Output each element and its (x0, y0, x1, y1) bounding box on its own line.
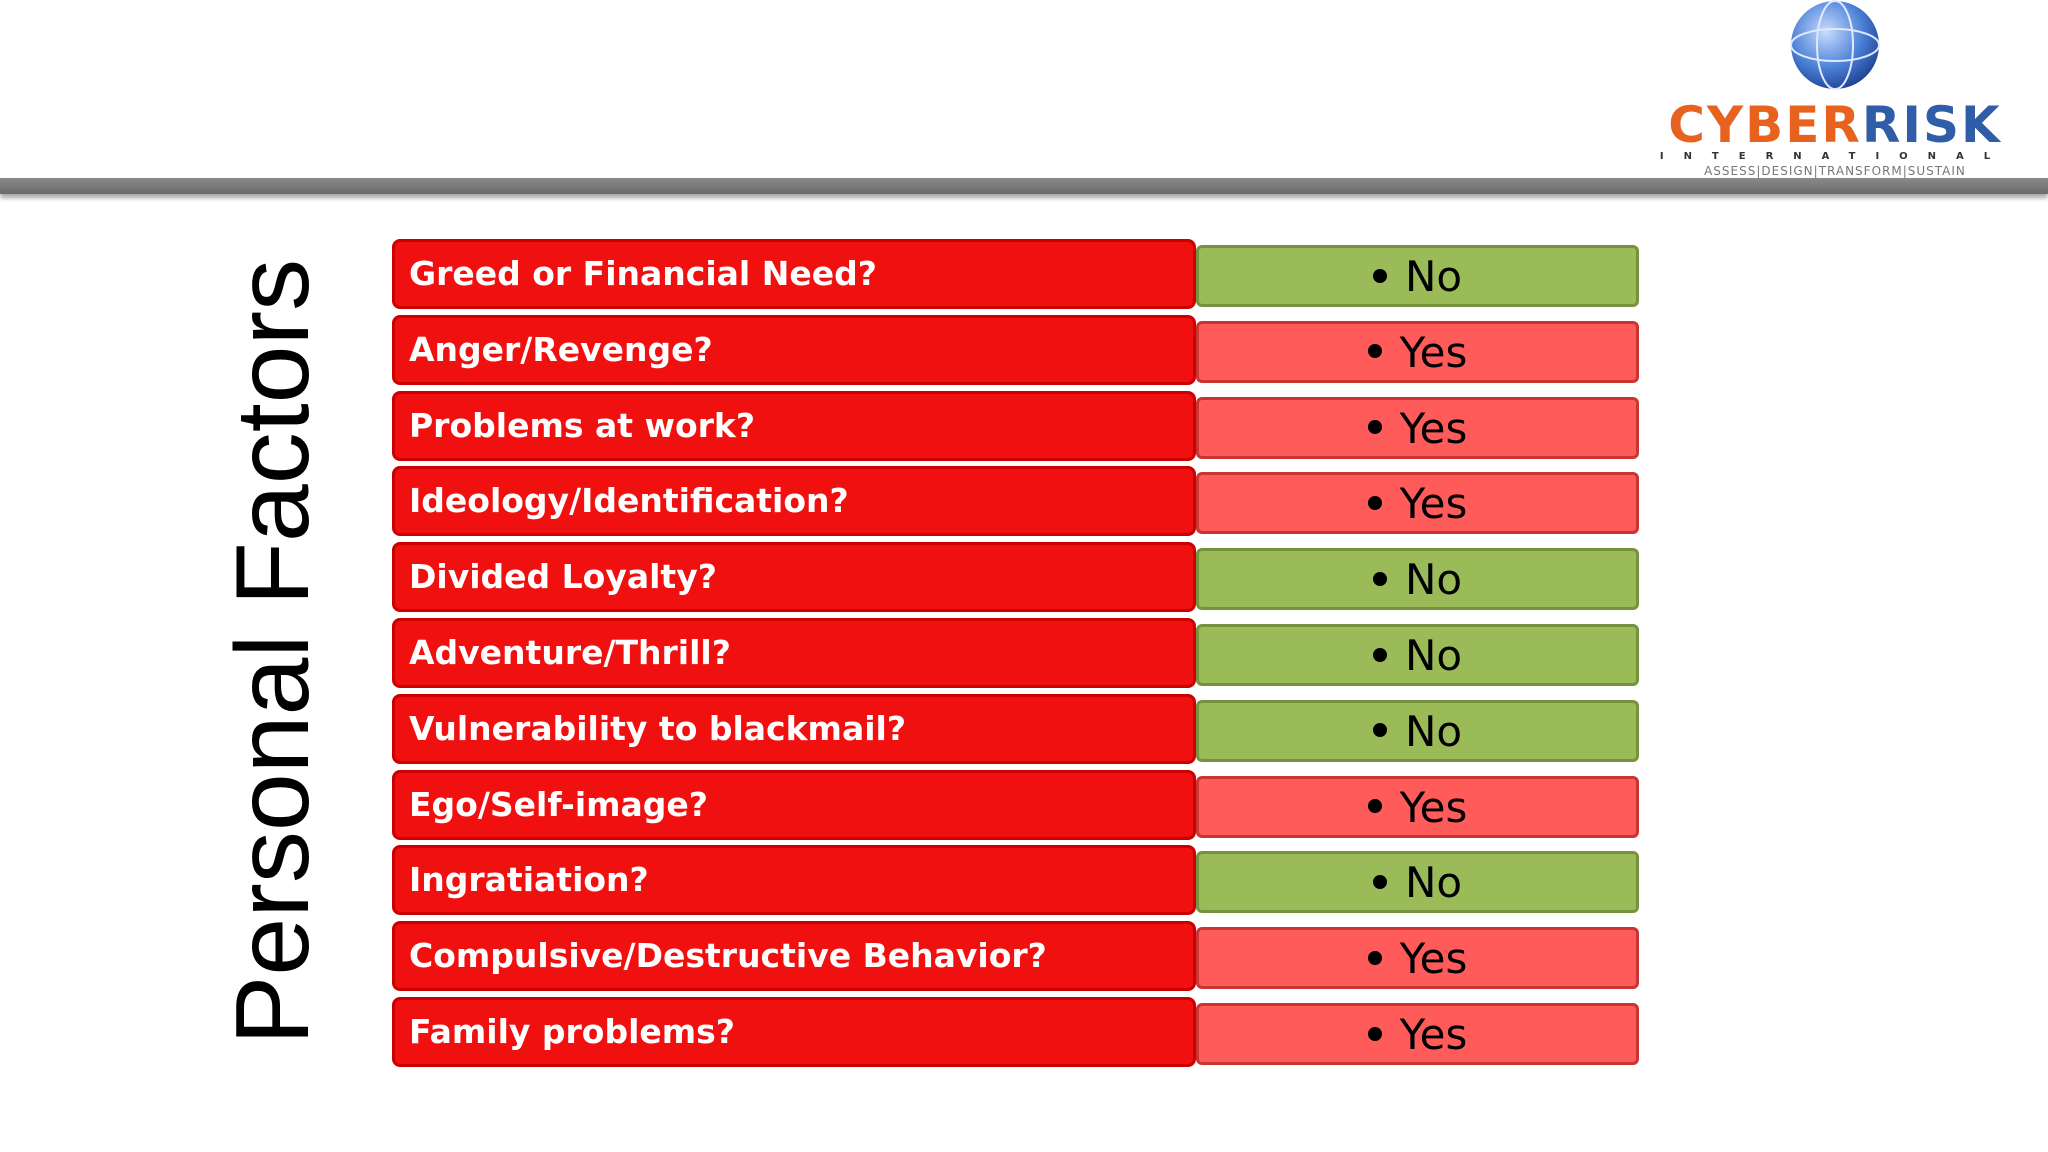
header-bar (0, 178, 2048, 194)
question-cell: Adventure/Thrill? (392, 618, 1196, 688)
bullet (1367, 1026, 1382, 1041)
question-cell: Ego/Self-image? (392, 769, 1196, 840)
answer-cell: Yes (1196, 775, 1639, 838)
answer-cell: Yes (1196, 1003, 1639, 1065)
bullet (1367, 344, 1382, 359)
globe-line (1816, 0, 1854, 90)
answer: Yes (1399, 403, 1468, 453)
bullet (1367, 495, 1382, 510)
question-cell: Anger/Revenge? (392, 314, 1196, 385)
question-cell: Problems at work? (392, 390, 1196, 461)
answer: Yes (1399, 479, 1468, 529)
globe (1791, 1, 1879, 89)
slide-title: Personal Factors (215, 259, 331, 1045)
bullet (1372, 874, 1387, 889)
answer-cell: No (1196, 548, 1639, 611)
globe-line (1790, 28, 1880, 62)
question-cell: Compulsive/Destructive Behavior? (392, 921, 1196, 992)
brand: CYBERRISK (1640, 100, 2030, 150)
bullet (1372, 647, 1387, 662)
answer: No (1404, 555, 1463, 605)
answer-cell: Yes (1196, 396, 1639, 459)
answer-cell: Yes (1196, 927, 1639, 990)
answer-cell: No (1196, 699, 1639, 762)
answer: Yes (1399, 1010, 1468, 1059)
question-cell: Vulnerability to blackmail? (392, 693, 1196, 764)
answer-cell: Yes (1196, 320, 1639, 383)
question-cell: Ideology/Identification? (392, 466, 1196, 537)
answer: No (1404, 858, 1463, 908)
answer-cell: No (1196, 851, 1639, 914)
answer-cell: Yes (1196, 472, 1639, 535)
logo-tagline: ASSESS|DESIGN|TRANSFORM|SUSTAIN (1704, 164, 1966, 178)
answer-cell: No (1196, 624, 1639, 686)
answer: Yes (1399, 934, 1468, 984)
bullet (1367, 799, 1382, 814)
bullet (1367, 420, 1382, 435)
logo-subtitle: INTERNATIONAL (1659, 151, 2011, 162)
answer: Yes (1399, 782, 1468, 832)
answer-cell: No (1196, 245, 1639, 307)
question-cell: Ingratiation? (392, 845, 1196, 916)
bullet (1367, 950, 1382, 965)
bullet (1372, 723, 1387, 738)
answer: Yes (1399, 327, 1468, 377)
answer: No (1404, 706, 1463, 756)
bullet (1372, 571, 1387, 586)
answer: No (1404, 631, 1463, 680)
question-cell: Divided Loyalty? (392, 542, 1196, 613)
brand-part: RISK (1861, 96, 2002, 154)
brand-part: CYBER (1668, 96, 1862, 154)
question-cell: Greed or Financial Need? (392, 239, 1196, 309)
question-cell: Family problems? (392, 997, 1196, 1067)
logo: CYBERRISK INTERNATIONAL ASSESS|DESIGN|TR… (1640, 100, 2030, 178)
bullet (1372, 268, 1387, 283)
answer: No (1404, 252, 1463, 301)
